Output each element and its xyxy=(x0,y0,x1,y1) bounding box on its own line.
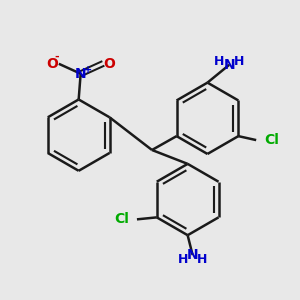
Text: O: O xyxy=(103,57,115,71)
Text: H: H xyxy=(178,254,188,266)
Text: N: N xyxy=(187,248,198,262)
Text: O: O xyxy=(46,57,58,71)
Text: H: H xyxy=(197,254,208,266)
Text: H: H xyxy=(214,55,224,68)
Text: -: - xyxy=(55,52,59,62)
Text: H: H xyxy=(234,55,244,68)
Text: Cl: Cl xyxy=(114,212,129,226)
Text: N: N xyxy=(224,58,235,72)
Text: N: N xyxy=(75,67,86,81)
Text: +: + xyxy=(83,65,92,75)
Text: Cl: Cl xyxy=(264,133,279,147)
